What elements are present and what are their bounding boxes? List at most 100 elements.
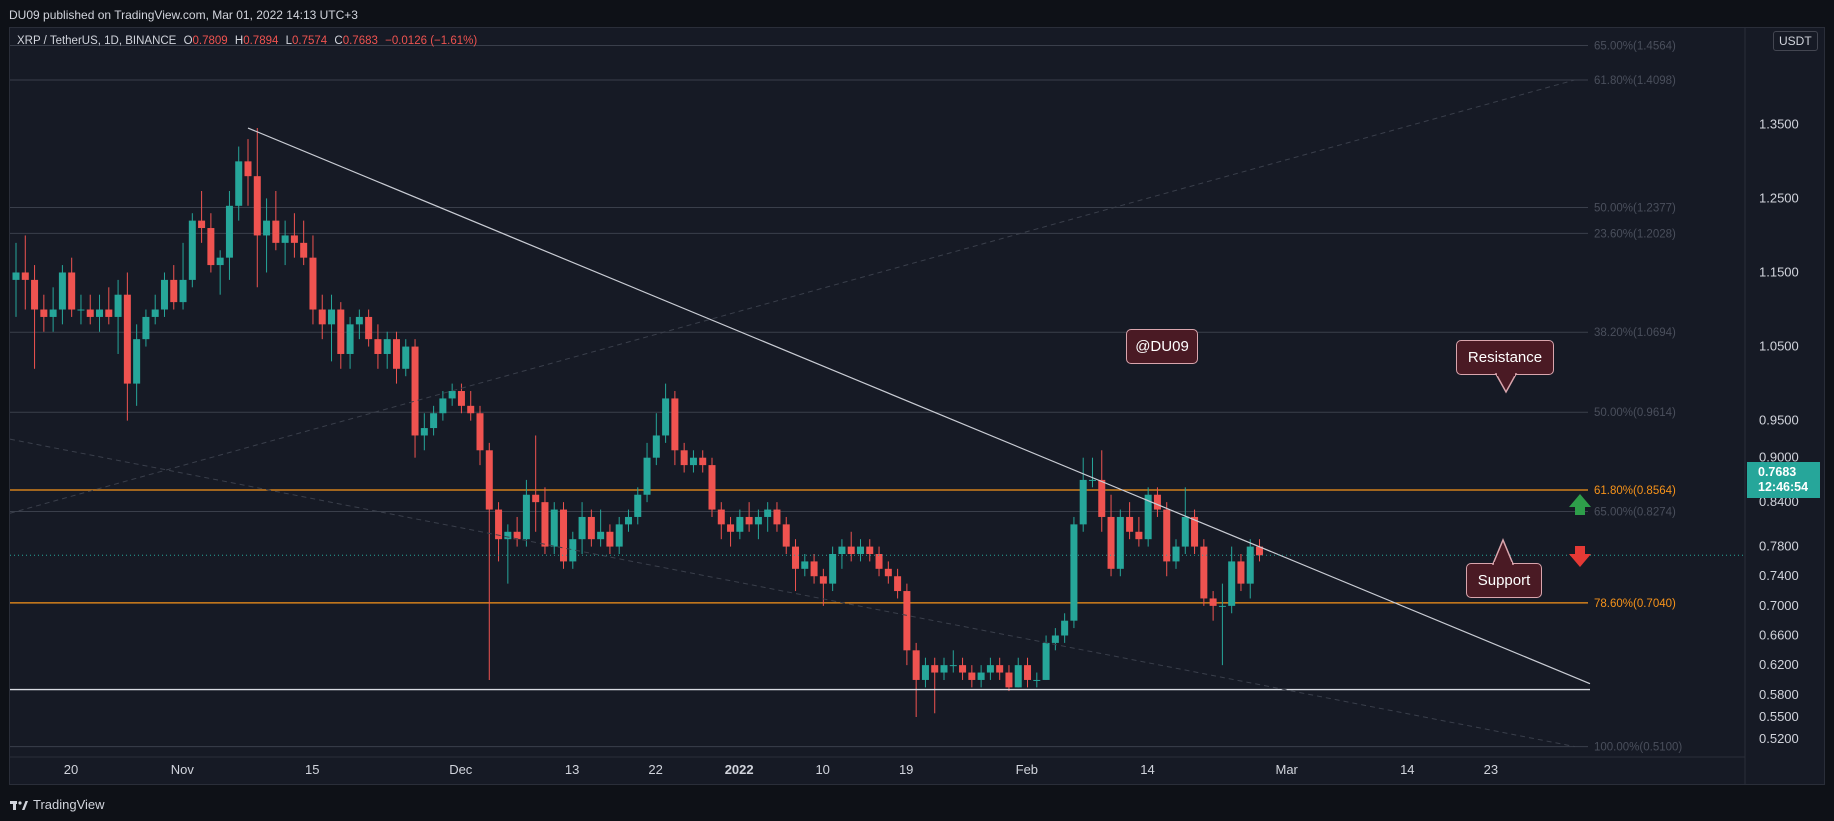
currency-button[interactable]: USDT: [1773, 31, 1818, 51]
fib-level-label: 65.00%(0.8274): [1594, 506, 1676, 518]
candle-body: [281, 235, 289, 243]
candle-body: [986, 665, 994, 673]
low-value: 0.7574: [292, 35, 328, 47]
candle-body: [1218, 605, 1226, 607]
resistance-pointer: [1494, 373, 1518, 394]
bar-countdown: 12:46:54: [1758, 480, 1809, 494]
symbol-name: XRP / TetherUS, 1D, BINANCE: [17, 35, 177, 47]
candle-body: [578, 516, 586, 540]
candle-body: [1163, 509, 1171, 562]
y-tick-label: 0.7400: [1759, 568, 1799, 583]
y-tick-label: 0.5500: [1759, 709, 1799, 724]
fib-level-label: 50.00%(0.9614): [1594, 407, 1676, 419]
candle-body: [847, 546, 855, 555]
x-tick-label: 13: [565, 762, 579, 777]
x-tick-label: 19: [899, 762, 913, 777]
last-price-tag: 0.7683 12:46:54: [1747, 462, 1820, 498]
candle-body: [272, 220, 280, 243]
candle-body: [253, 176, 261, 236]
brand-name: TradingView: [33, 797, 105, 812]
candle-body: [745, 516, 753, 525]
candle-body: [495, 509, 503, 540]
support-callout: Support: [1466, 563, 1542, 598]
candle-body: [541, 502, 549, 547]
candle-body: [624, 516, 632, 525]
price-axis: 1.35001.25001.15001.05000.95000.90000.84…: [1744, 27, 1799, 785]
candle-body: [411, 346, 419, 436]
candle-body: [550, 509, 558, 547]
candle-body: [727, 524, 735, 532]
candle-body: [838, 546, 846, 555]
candle-body: [420, 428, 428, 436]
candle-body: [1088, 479, 1096, 481]
fib-levels: 65.00%(1.4564) 61.80%(1.4098) 50.00%(1.237…: [10, 40, 1682, 754]
fib-guide-upper: [9, 79, 1576, 514]
candle-body: [569, 539, 577, 562]
candle-body: [708, 465, 716, 510]
candle-body: [1200, 546, 1208, 599]
x-tick-label: 23: [1484, 762, 1498, 777]
y-tick-label: 0.5800: [1759, 687, 1799, 702]
x-tick-label: 22: [648, 762, 662, 777]
candle-body: [1246, 546, 1254, 584]
price-chart[interactable]: 65.00%(1.4564) 61.80%(1.4098) 50.00%(1.237…: [0, 0, 1834, 790]
candle-body: [587, 516, 595, 540]
symbol-legend: XRP / TetherUS, 1D, BINANCE O0.7809 H0.7…: [17, 35, 477, 47]
candle-body: [940, 665, 948, 673]
fib-level-label: 50.00%(1.2377): [1594, 203, 1676, 215]
candle-body: [337, 309, 345, 354]
y-tick-label: 0.7000: [1759, 598, 1799, 613]
candle-body: [866, 546, 874, 555]
y-tick-label: 1.0500: [1759, 339, 1799, 354]
resistance-callout: Resistance: [1456, 340, 1554, 375]
candle-body: [773, 509, 781, 525]
candle-body: [968, 672, 976, 680]
x-tick-label: 14: [1140, 762, 1154, 777]
candle-body: [736, 516, 744, 532]
candle-body: [170, 279, 178, 303]
candle-body: [430, 413, 438, 429]
candle-body: [1098, 479, 1106, 517]
fib-level-label: 61.80%(0.8564): [1594, 485, 1676, 497]
low-label: L: [285, 35, 293, 47]
candle-body: [86, 309, 94, 317]
candle-body: [634, 494, 642, 517]
candle-body: [662, 398, 670, 436]
candle-body: [21, 272, 29, 280]
candle-body: [1256, 546, 1264, 556]
candle-body: [810, 561, 818, 577]
candle-body: [365, 316, 373, 340]
x-tick-label: Feb: [1016, 762, 1038, 777]
candle-body: [643, 457, 651, 495]
x-tick-label: 2022: [725, 762, 754, 777]
candle-body: [355, 316, 363, 325]
candle-body: [207, 228, 215, 266]
candle-body: [1228, 561, 1236, 606]
candle-body: [114, 294, 122, 317]
candle-body: [151, 309, 159, 317]
candle-body: [1126, 516, 1134, 532]
fib-level-label: 65.00%(1.4564): [1594, 40, 1676, 52]
x-tick-label: Mar: [1275, 762, 1298, 777]
candle-body: [457, 391, 465, 406]
candle-body: [1042, 642, 1050, 680]
candle-body: [77, 309, 85, 311]
fib-level-label: 61.80%(1.4098): [1594, 75, 1676, 87]
candle-body: [1014, 665, 1022, 688]
candle-body: [123, 294, 131, 384]
candle-body: [235, 161, 243, 206]
candle-body: [615, 524, 623, 547]
candle-body: [476, 413, 484, 451]
tradingview-logo-icon: [10, 800, 28, 810]
candle-body: [31, 279, 39, 310]
candle-body: [699, 457, 707, 466]
drawn-lines: [9, 79, 1745, 748]
candle-body: [188, 220, 196, 280]
candle-body: [801, 561, 809, 569]
candle-body: [439, 398, 447, 414]
support-pointer: [1491, 538, 1515, 565]
candle-body: [884, 568, 892, 577]
candle-body: [1033, 679, 1041, 681]
tradingview-brand[interactable]: TradingView: [10, 797, 105, 812]
candle-body: [179, 279, 187, 303]
